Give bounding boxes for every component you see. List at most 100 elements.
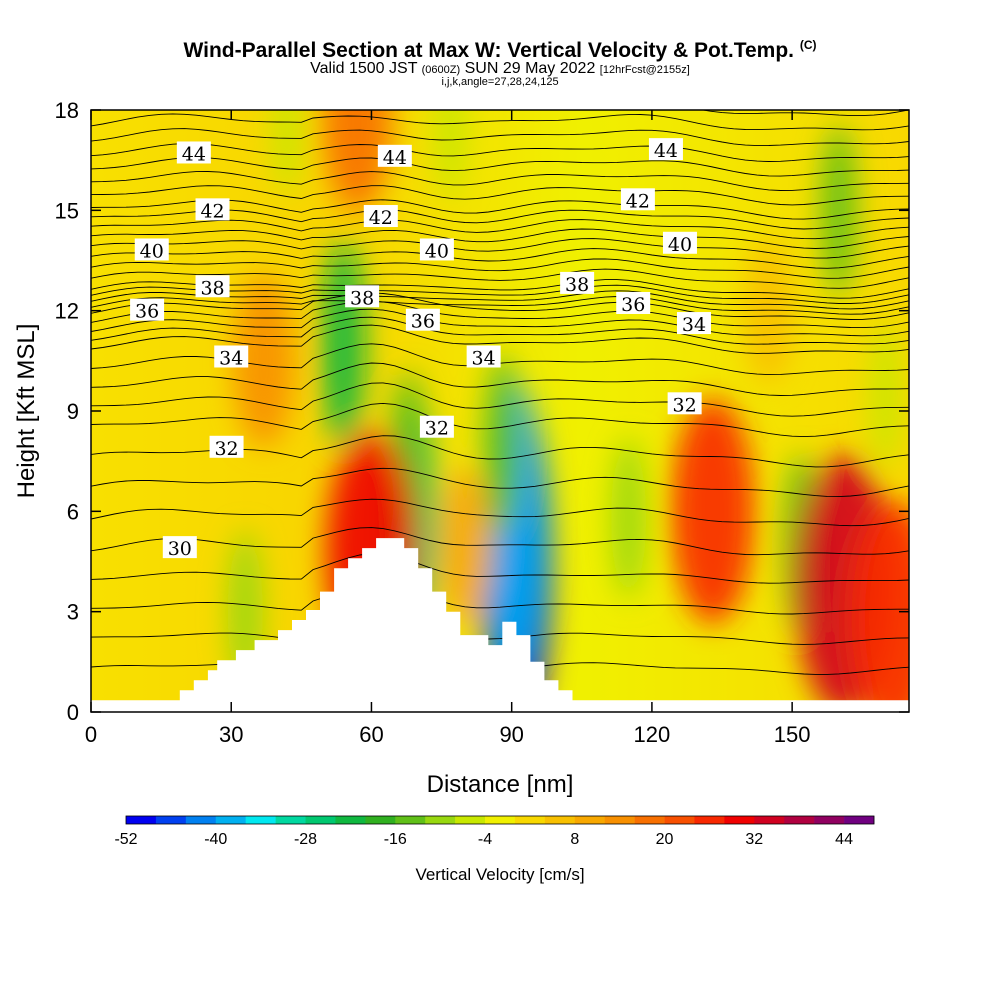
theta-label-20: 32 — [667, 392, 702, 416]
colorbar-swatch-20 — [724, 816, 755, 824]
colorbar-swatch-7 — [335, 816, 366, 824]
valid-time: Valid 1500 JST — [310, 60, 418, 77]
theta-label-11: 38 — [560, 271, 595, 296]
section-indices: i,j,k,angle=27,28,24,125 — [441, 76, 559, 88]
colorbar-swatch-8 — [365, 816, 396, 824]
theta-line-34 — [91, 612, 909, 645]
theta-label-2: 44 — [648, 138, 683, 162]
x-tick-label-2: 60 — [359, 722, 383, 747]
x-axis-label: Distance [nm] — [427, 771, 574, 798]
valid-utc: (0600Z) — [421, 64, 461, 76]
theta-label-text: 36 — [411, 311, 435, 333]
theta-label-21: 30 — [162, 536, 197, 560]
colorbar-swatch-10 — [425, 816, 456, 824]
theta-line-11 — [91, 300, 909, 329]
theta-label-4: 42 — [363, 205, 398, 229]
theta-label-0: 44 — [176, 141, 211, 165]
x-tick-label-1: 30 — [219, 722, 243, 747]
y-tick-label-1: 3 — [67, 600, 79, 625]
colorbar-frame — [125, 815, 875, 825]
terrain — [91, 538, 909, 712]
theta-line-2 — [91, 467, 909, 498]
theta-label-10: 38 — [345, 285, 380, 309]
x-tick-label-5: 150 — [774, 722, 811, 747]
velocity-cell-14 — [671, 398, 755, 625]
theta-label-19: 32 — [419, 415, 454, 440]
colorbar-swatch-24 — [844, 816, 875, 824]
colorbar-label-4: -4 — [478, 831, 492, 848]
theta-line-17 — [91, 268, 909, 289]
theta-label-18: 32 — [209, 435, 244, 460]
colorbar-swatch-21 — [754, 816, 785, 824]
x-tick-label-4: 120 — [634, 722, 671, 747]
theta-line-13 — [91, 296, 909, 315]
theta-line-25 — [91, 185, 909, 206]
theta-line-12 — [91, 292, 909, 320]
colorbar-swatch-4 — [245, 816, 276, 824]
colorbar-swatch-14 — [544, 816, 576, 824]
colorbar-swatch-9 — [395, 816, 426, 824]
theta-line-28 — [91, 143, 909, 162]
colorbar-swatch-15 — [574, 816, 606, 824]
theta-label-text: 42 — [369, 207, 393, 229]
theta-line-1 — [91, 498, 909, 527]
colorbar-label-2: -28 — [294, 831, 317, 848]
colorbar-swatch-11 — [455, 816, 486, 824]
theta-label-text: 36 — [135, 301, 159, 323]
colorbar-swatch-17 — [634, 816, 665, 824]
title-note: (C) — [799, 38, 817, 52]
colorbar-title: Vertical Velocity [cm/s] — [415, 865, 584, 884]
velocity-cell-11 — [435, 110, 467, 200]
theta-line-20 — [91, 238, 909, 259]
theta-label-text: 34 — [472, 347, 496, 369]
theta-label-text: 32 — [214, 438, 238, 460]
theta-label-text: 32 — [673, 394, 697, 416]
y-tick-label-4: 12 — [55, 299, 79, 324]
plot-area: 44 44 44 42 42 42 40 40 40 38 38 38 36 36 36 34 34 34 32 32… — [90, 109, 910, 713]
theta-label-13: 36 — [405, 308, 440, 333]
theta-label-5: 42 — [620, 188, 655, 212]
theta-label-text: 42 — [200, 200, 224, 222]
theta-label-9: 38 — [195, 275, 230, 299]
theta-line-4 — [91, 402, 909, 438]
theta-label-text: 38 — [350, 287, 374, 309]
theta-label-text: 30 — [168, 538, 192, 560]
forecast-info: [12hrFcst@2155z] — [599, 64, 690, 76]
velocity-cell-12 — [870, 321, 902, 467]
theta-line-30 — [91, 113, 909, 131]
colorbar-label-0: -52 — [114, 831, 137, 848]
theta-line-0 — [91, 527, 909, 556]
theta-label-text: 40 — [425, 240, 449, 262]
theta-line-9 — [91, 316, 909, 345]
y-tick-label-6: 18 — [55, 98, 79, 123]
theta-line-10 — [91, 308, 909, 337]
theta-label-text: 40 — [668, 234, 692, 256]
colorbar-swatch-23 — [814, 816, 845, 824]
colorbar-swatch-3 — [215, 816, 246, 824]
theta-line-19 — [91, 248, 909, 269]
x-tick-label-3: 90 — [499, 722, 523, 747]
colorbar-label-7: 32 — [745, 831, 763, 848]
colorbar: -52 -40 -28 -16 -4 8 20 32 44 — [114, 815, 875, 848]
chart-title: Wind-Parallel Section at Max W: Vertical… — [0, 38, 1000, 63]
colorbar-swatch-0 — [126, 816, 157, 824]
theta-label-text: 34 — [682, 314, 706, 336]
y-tick-label-5: 15 — [55, 198, 79, 223]
colorbar-swatch-6 — [305, 816, 336, 824]
theta-label-14: 36 — [616, 291, 651, 316]
colorbar-swatch-5 — [275, 816, 306, 824]
theta-label-12: 36 — [130, 298, 165, 323]
theta-line-27 — [91, 156, 909, 177]
theta-label-text: 44 — [182, 143, 206, 165]
theta-label-6: 40 — [134, 238, 169, 262]
x-axis: 0 30 60 90 120 150 — [85, 110, 811, 747]
theta-label-text: 42 — [626, 190, 650, 212]
theta-line-32 — [91, 553, 909, 584]
theta-line-31 — [91, 110, 909, 117]
colorbar-swatch-18 — [664, 816, 695, 824]
title-main: Wind-Parallel Section at Max W: Vertical… — [183, 39, 794, 62]
theta-contour-labels: 44 44 44 42 42 42 40 40 40 38 38 38 36 36 36 34 34 34 32 32… — [130, 138, 711, 560]
velocity-cell-17 — [323, 110, 392, 212]
